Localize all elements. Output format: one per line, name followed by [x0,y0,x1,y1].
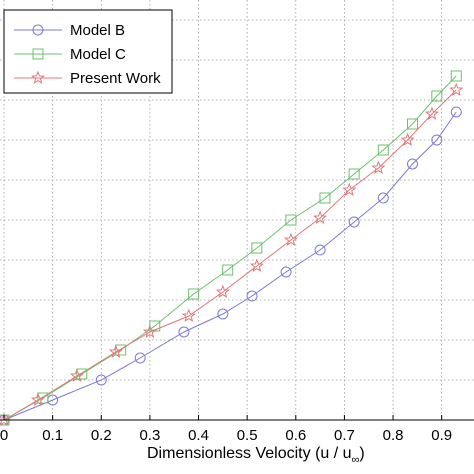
x-axis-ticks: 0 0.1 0.2 0.3 0.4 0.5 0.6 0.7 0.8 0.9 [0,415,452,444]
data-point-model-b [280,266,292,278]
series-lines [3,75,457,421]
series-line-model-b [3,111,457,421]
data-point-present-work [215,284,230,298]
data-point-present-work [181,308,196,322]
data-point-model-b [134,352,146,364]
x-tick-label: 0.2 [91,427,112,444]
data-point-model-c [188,288,200,300]
data-point-model-b [450,106,462,118]
x-tick-label: 0.7 [334,427,355,444]
legend-label-model-c: Model C [70,46,126,63]
data-point-present-work [0,412,12,426]
data-point-model-b [314,244,326,256]
data-point-model-b [348,216,360,228]
x-axis-label: Dimensionless Velocity (u / u∞) [147,445,365,466]
data-point-present-work [249,258,264,272]
x-tick-label: 0 [0,427,8,444]
data-point-model-c [76,368,88,380]
data-point-present-work [342,182,357,196]
data-point-present-work [424,106,439,120]
data-point-model-c [222,264,234,276]
data-point-model-c [431,90,443,102]
data-point-model-c [348,168,360,180]
x-axis-label-main: Dimensionless Velocity (u / u [147,445,352,462]
data-point-model-b [217,308,229,320]
data-point-model-b [431,134,443,146]
data-point-model-b [407,158,419,170]
data-point-present-work [371,160,386,174]
data-point-present-work [313,210,328,224]
data-point-model-c [285,214,297,226]
x-tick-label: 0.8 [383,427,404,444]
legend-marker-present-work [30,70,46,84]
legend-marker-model-b [32,24,44,36]
data-point-model-c [251,242,263,254]
x-axis-label-subscript: ∞ [352,454,360,466]
x-tick-label: 0.5 [237,427,258,444]
legend-label-model-b: Model B [70,22,125,39]
x-tick-label: 0.6 [285,427,306,444]
data-point-present-work [283,232,298,246]
legend: Model B Model C Present Work [3,9,173,94]
data-point-model-b [377,192,389,204]
data-point-model-c [115,344,127,356]
x-axis-label-close: ) [359,445,364,462]
legend-box [3,9,173,94]
series-line-model-c [3,75,457,421]
data-point-present-work [31,392,46,406]
x-tick-label: 0.4 [188,427,209,444]
data-point-model-c [37,392,49,404]
x-tick-label: 0.3 [139,427,160,444]
data-point-present-work [449,82,464,96]
data-point-present-work [69,368,84,382]
legend-label-present-work: Present Work [70,70,161,87]
data-point-model-c [377,144,389,156]
data-point-present-work [400,132,415,146]
data-point-model-c [319,192,331,204]
data-point-model-c [450,70,462,82]
data-point-model-b [95,374,107,386]
data-point-model-b [178,326,190,338]
data-point-present-work [142,324,157,338]
data-point-model-c [407,118,419,130]
series-markers [0,70,464,426]
x-tick-label: 0.1 [42,427,63,444]
grid-lines [0,0,474,420]
data-point-model-b [246,290,258,302]
x-tick-label: 0.9 [431,427,452,444]
data-point-present-work [108,344,123,358]
series-line-present-work [3,89,457,421]
legend-marker-model-c [32,48,44,60]
